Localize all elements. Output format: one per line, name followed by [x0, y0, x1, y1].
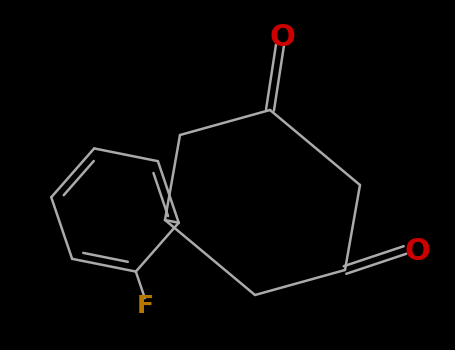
Text: O: O: [404, 238, 430, 266]
Text: O: O: [269, 22, 295, 51]
Text: F: F: [136, 294, 153, 318]
